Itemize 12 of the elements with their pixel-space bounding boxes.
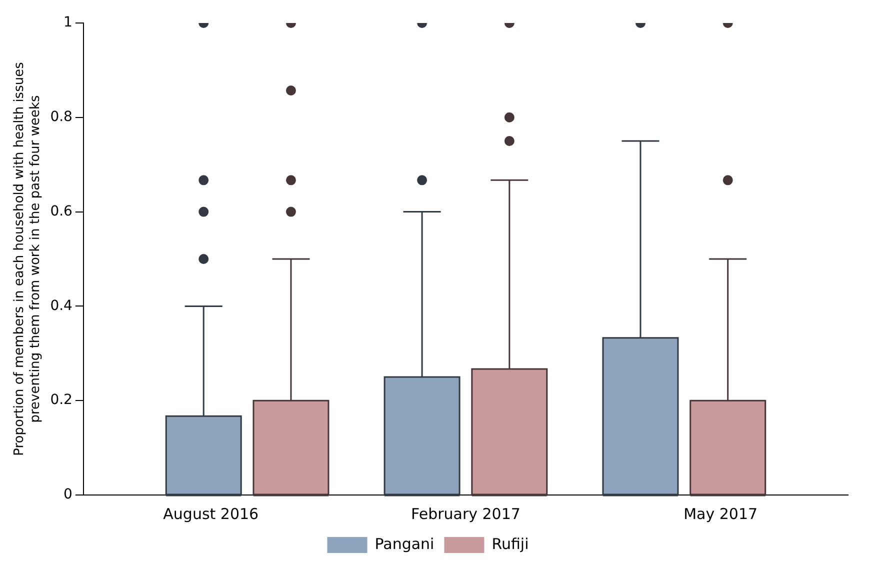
- y-tick-label: 0.4: [50, 298, 73, 314]
- legend-label: Pangani: [374, 534, 434, 553]
- y-tick-label: 0: [64, 486, 72, 503]
- y-tick-label: 0.6: [50, 203, 73, 220]
- y-axis-title: Proportion of members in each household with health issues preventing them from work in the past four weeks: [12, 62, 43, 456]
- x-tick-label: August 2016: [163, 504, 259, 523]
- x-tick-label: February 2017: [411, 504, 520, 523]
- y-tick-label: 0.8: [50, 109, 72, 126]
- y-tick-label: 0.2: [50, 392, 72, 408]
- legend-label: Rufiji: [492, 534, 529, 553]
- y-tick-label: 1: [64, 14, 72, 31]
- x-tick-label: May 2017: [684, 504, 758, 523]
